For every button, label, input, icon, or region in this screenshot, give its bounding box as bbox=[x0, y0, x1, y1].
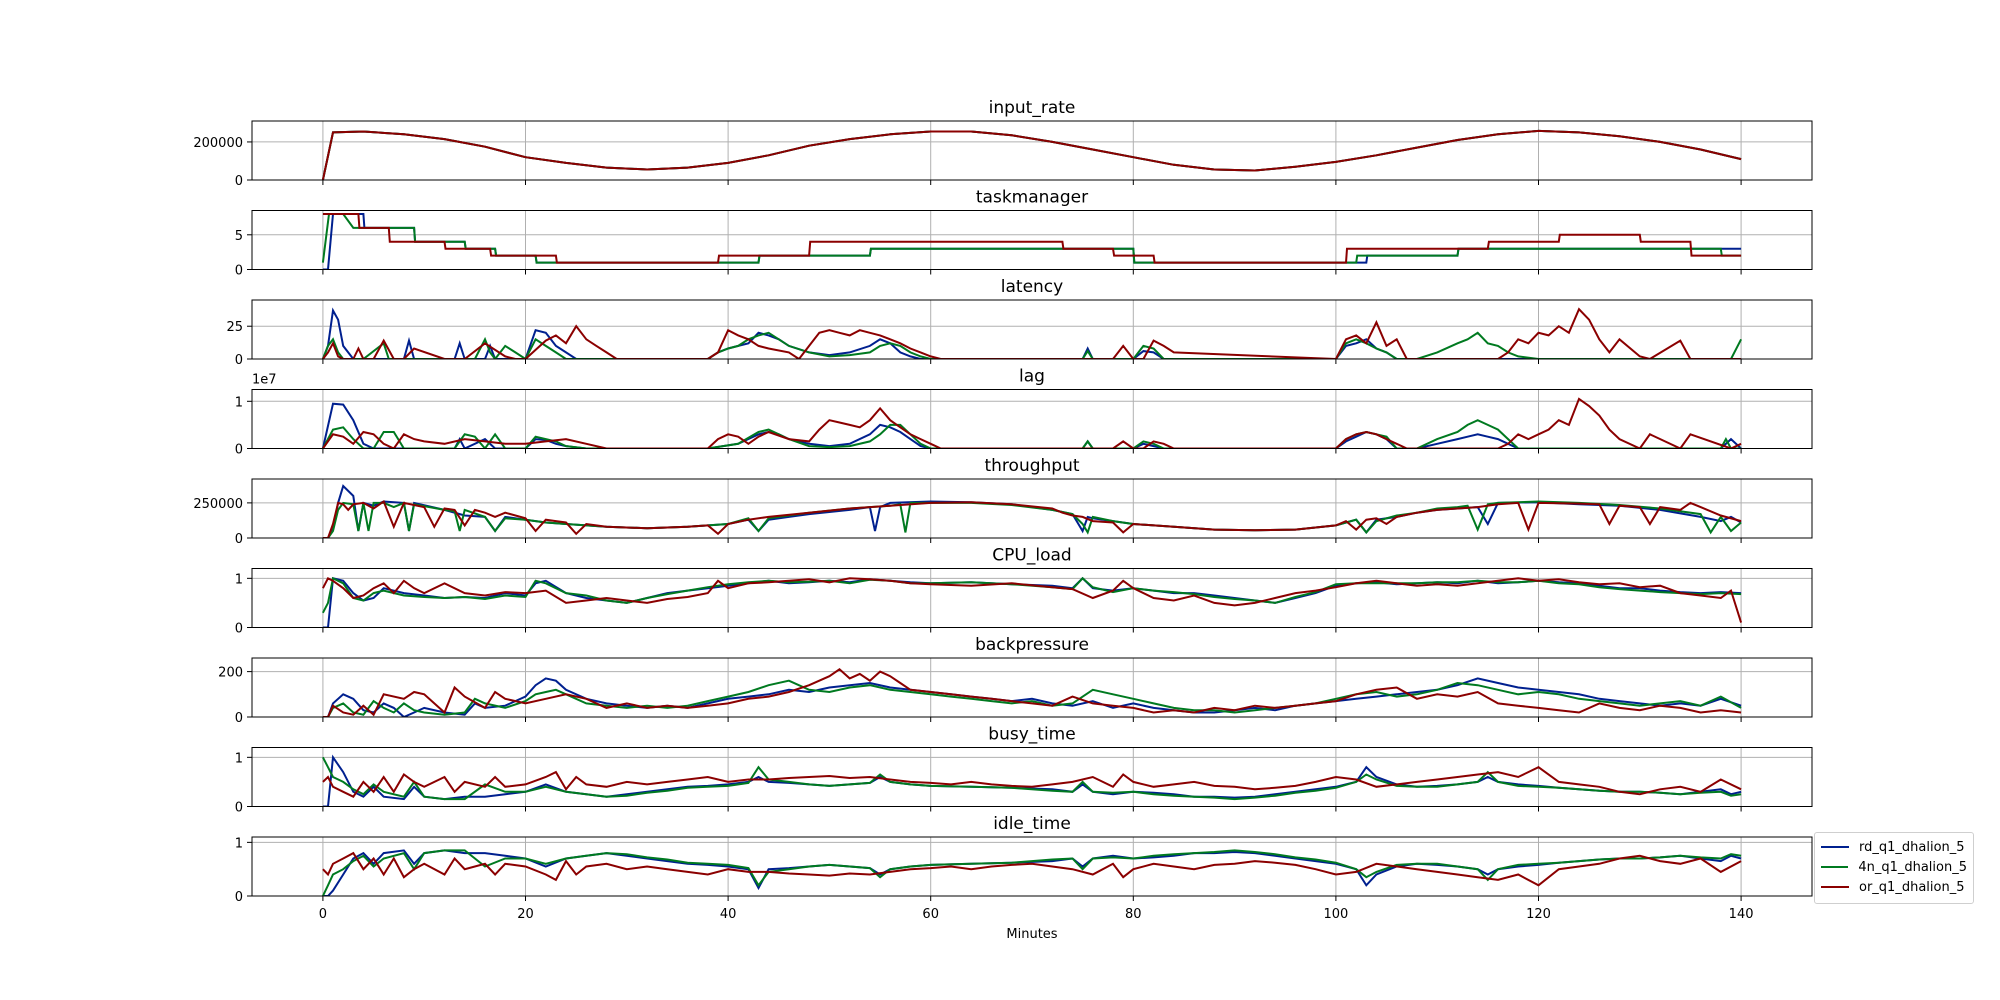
subplot-backpressure: 0 200 backpressure bbox=[218, 635, 1813, 726]
x-tick-label: 80 bbox=[1125, 907, 1142, 922]
series-line bbox=[321, 849, 1742, 896]
series-line bbox=[322, 754, 1742, 807]
legend-swatch-rd bbox=[1821, 846, 1849, 848]
subplot-throughput: 0 250000 throughput bbox=[193, 456, 1813, 547]
y-tick-label: 1 bbox=[235, 395, 243, 410]
y-tick-label: 200 bbox=[218, 666, 243, 681]
y-tick-label: 0 bbox=[235, 890, 243, 905]
series-line bbox=[322, 397, 1742, 449]
legend-item: rd_q1_dhalion_5 bbox=[1821, 837, 1967, 857]
y-tick-label: 25 bbox=[226, 320, 243, 335]
series-line bbox=[322, 500, 1742, 538]
subplot-taskmanager: 0 5 taskmanager bbox=[235, 188, 1813, 279]
axes-frame bbox=[251, 747, 1813, 807]
series-line bbox=[321, 213, 1742, 264]
series-line bbox=[321, 129, 1742, 180]
subplot-title: input_rate bbox=[989, 98, 1076, 118]
series-line bbox=[322, 213, 1742, 264]
y-tick-label: 0 bbox=[235, 174, 243, 189]
series-line bbox=[322, 668, 1742, 717]
subplot-latency: 0 25 latency bbox=[226, 277, 1813, 368]
subplot-title: lag bbox=[1019, 367, 1045, 387]
subplot-cpu-load: 0 1 CPU_load bbox=[235, 546, 1813, 637]
y-tick-label: 200000 bbox=[193, 136, 243, 151]
subplot-input-rate: 0 200000 input_rate bbox=[193, 98, 1813, 189]
y-tick-label: 0 bbox=[235, 532, 243, 547]
series-line bbox=[322, 766, 1742, 798]
y-tick-label: 5 bbox=[235, 229, 243, 244]
series-line bbox=[322, 499, 1742, 538]
subplot-title: taskmanager bbox=[976, 188, 1088, 208]
y-offset-label: 1e7 bbox=[252, 373, 277, 388]
axes-frame bbox=[251, 478, 1813, 539]
series-line bbox=[321, 307, 1742, 359]
series-line bbox=[322, 576, 1743, 623]
y-tick-label: 1 bbox=[235, 572, 243, 587]
x-tick-label: 140 bbox=[1729, 907, 1754, 922]
series-line bbox=[322, 419, 1742, 449]
subplot-title: CPU_load bbox=[992, 546, 1071, 566]
legend-swatch-or bbox=[1821, 886, 1849, 888]
series-line bbox=[322, 679, 1742, 717]
x-tick-label: 120 bbox=[1526, 907, 1551, 922]
axes-frame bbox=[251, 210, 1813, 270]
axes-frame bbox=[251, 568, 1813, 628]
legend-item: 4n_q1_dhalion_5 bbox=[1821, 857, 1967, 877]
y-tick-label: 1 bbox=[235, 751, 243, 766]
subplot-title: throughput bbox=[984, 456, 1079, 476]
subplot-idle-time: 0 1 idle_time 0 20 40 60 80 100 120 140 Minutes bbox=[235, 814, 1813, 942]
subplot-title: busy_time bbox=[988, 725, 1075, 745]
subplot-title: backpressure bbox=[975, 635, 1089, 655]
series-line bbox=[321, 331, 1742, 359]
legend: rd_q1_dhalion_5 4n_q1_dhalion_5 or_q1_dh… bbox=[1814, 832, 1974, 904]
legend-label-rd: rd_q1_dhalion_5 bbox=[1859, 839, 1965, 855]
series-line bbox=[322, 307, 1742, 359]
axes-frame bbox=[251, 836, 1813, 897]
y-tick-label: 250000 bbox=[193, 497, 243, 512]
y-tick-label: 0 bbox=[235, 622, 243, 637]
legend-item: or_q1_dhalion_5 bbox=[1821, 877, 1967, 897]
subplot-busy-time: 0 1 busy_time bbox=[235, 725, 1813, 816]
y-tick-label: 0 bbox=[235, 711, 243, 726]
series-line bbox=[322, 756, 1742, 801]
legend-swatch-4n bbox=[1821, 866, 1849, 868]
subplot-lag: 0 1 lag 1e7 bbox=[235, 367, 1813, 458]
x-tick-label: 60 bbox=[922, 907, 939, 922]
x-tick-label: 0 bbox=[319, 907, 327, 922]
y-tick-label: 0 bbox=[235, 264, 243, 279]
y-tick-label: 0 bbox=[235, 443, 243, 458]
y-tick-label: 0 bbox=[235, 801, 243, 816]
x-tick-label: 20 bbox=[517, 907, 534, 922]
axes-frame bbox=[251, 389, 1813, 449]
legend-label-or: or_q1_dhalion_5 bbox=[1859, 879, 1965, 895]
series-line bbox=[322, 851, 1742, 887]
legend-label-4n: 4n_q1_dhalion_5 bbox=[1858, 859, 1967, 875]
subplot-title: idle_time bbox=[993, 814, 1071, 834]
axes-frame bbox=[251, 657, 1813, 718]
x-tick-label: 40 bbox=[720, 907, 737, 922]
axes-frame bbox=[251, 299, 1813, 360]
y-tick-label: 0 bbox=[235, 353, 243, 368]
x-axis-label: Minutes bbox=[1006, 927, 1057, 942]
axes-frame bbox=[251, 120, 1813, 181]
series-line bbox=[322, 849, 1742, 896]
x-tick-label: 100 bbox=[1323, 907, 1348, 922]
series-line bbox=[322, 677, 1742, 717]
y-tick-label: 1 bbox=[235, 836, 243, 851]
subplot-title: latency bbox=[1001, 277, 1063, 297]
